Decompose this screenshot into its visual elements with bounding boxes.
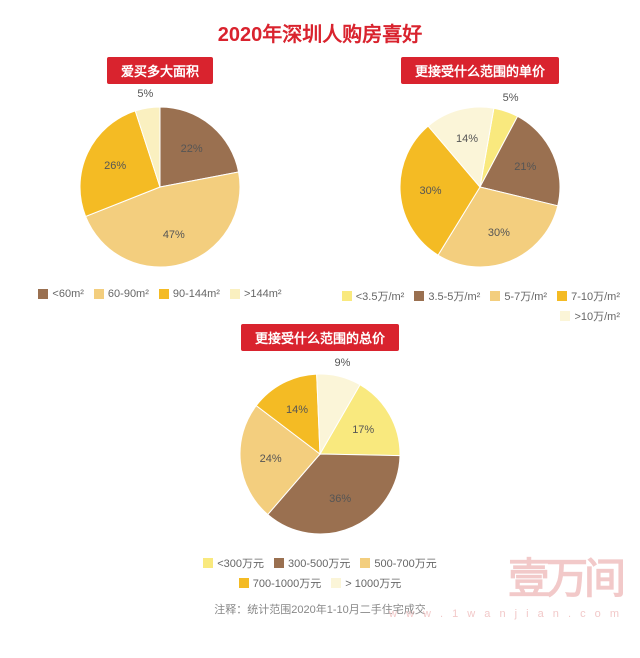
slice-label: 5%: [137, 88, 153, 100]
legend-item: 5-7万/m²: [490, 288, 547, 304]
legend-label: 5-7万/m²: [504, 288, 547, 304]
legend-item: 3.5-5万/m²: [414, 288, 480, 304]
legend-item: 500-700万元: [360, 555, 436, 571]
legend-label: >144m²: [244, 288, 282, 300]
legend-label: 60-90m²: [108, 288, 149, 300]
legend-item: <60m²: [38, 288, 84, 300]
slice-label: 26%: [104, 160, 126, 172]
legend-label: 90-144m²: [173, 288, 220, 300]
legend-swatch: [159, 289, 169, 299]
legend-item: 90-144m²: [159, 288, 220, 300]
legend-swatch: [414, 291, 424, 301]
legend-swatch: [360, 558, 370, 568]
chart-title: 更接受什么范围的单价: [401, 57, 559, 84]
slice-label: 36%: [329, 493, 351, 505]
legend-item: <3.5万/m²: [342, 288, 405, 304]
legend: <60m² 60-90m² 90-144m² >144m²: [28, 288, 291, 300]
legend-item: 300-500万元: [274, 555, 350, 571]
legend-item: 700-1000万元: [239, 575, 322, 591]
legend-swatch: [557, 291, 567, 301]
legend: <300万元 300-500万元 500-700万元 700-1000万元 > 1000…: [170, 555, 470, 591]
footnote: 注释：统计范围2020年1-10月二手住宅成交: [0, 601, 640, 617]
slice-label: 17%: [352, 424, 374, 436]
chart-panel-2: 更接受什么范围的总价 17% 36% 24% 14% 9% <300万元 300-500万元 5…: [170, 324, 470, 591]
legend-label: 500-700万元: [374, 555, 436, 571]
legend-label: <60m²: [52, 288, 84, 300]
pie-chart: 22%47%26%5%: [60, 92, 260, 282]
legend-item: >10万/m²: [560, 308, 620, 324]
legend-item: 7-10万/m²: [557, 288, 620, 304]
legend-label: 7-10万/m²: [571, 288, 620, 304]
legend-label: <3.5万/m²: [356, 288, 405, 304]
slice-label: 47%: [163, 229, 185, 241]
legend-label: <300万元: [217, 555, 264, 571]
chart-panel-1: 更接受什么范围的单价 5% 21% 30% 30% 14% <3.5万/m² 3.5-5万/m…: [330, 57, 630, 324]
slice-label: 21%: [514, 161, 536, 173]
legend-swatch: [560, 311, 570, 321]
legend-label: 3.5-5万/m²: [428, 288, 480, 304]
slice-label: 14%: [456, 133, 478, 145]
slice-label: 14%: [286, 404, 308, 416]
legend-label: > 1000万元: [345, 575, 401, 591]
slice-label: 30%: [420, 185, 442, 197]
slice-label: 30%: [488, 227, 510, 239]
legend: <3.5万/m² 3.5-5万/m² 5-7万/m² 7-10万/m² >10万/m²: [330, 288, 630, 324]
pie-chart: 5% 21% 30% 30% 14%: [380, 92, 580, 282]
legend-swatch: [38, 289, 48, 299]
legend-item: 60-90m²: [94, 288, 149, 300]
legend-swatch: [239, 578, 249, 588]
slice-label: 22%: [181, 143, 203, 155]
legend-swatch: [274, 558, 284, 568]
legend-swatch: [331, 578, 341, 588]
slice-label: 9%: [334, 357, 350, 369]
legend-swatch: [94, 289, 104, 299]
pie-chart: 17% 36% 24% 14% 9%: [220, 359, 420, 549]
chart-title: 更接受什么范围的总价: [241, 324, 399, 351]
legend-item: > 1000万元: [331, 575, 401, 591]
slice-label: 24%: [260, 453, 282, 465]
legend-label: 300-500万元: [288, 555, 350, 571]
legend-label: 700-1000万元: [253, 575, 322, 591]
legend-swatch: [203, 558, 213, 568]
chart-panel-0: 爱买多大面积 22% 47% 26% 5% <60m² 60-90m² 90-144m² >14…: [10, 57, 310, 324]
legend-swatch: [230, 289, 240, 299]
legend-swatch: [490, 291, 500, 301]
legend-swatch: [342, 291, 352, 301]
legend-item: <300万元: [203, 555, 264, 571]
slice-label: 5%: [503, 92, 519, 104]
page-title: 2020年深圳人购房喜好: [0, 0, 640, 57]
legend-item: >144m²: [230, 288, 282, 300]
legend-label: >10万/m²: [574, 308, 620, 324]
chart-title: 爱买多大面积: [107, 57, 213, 84]
